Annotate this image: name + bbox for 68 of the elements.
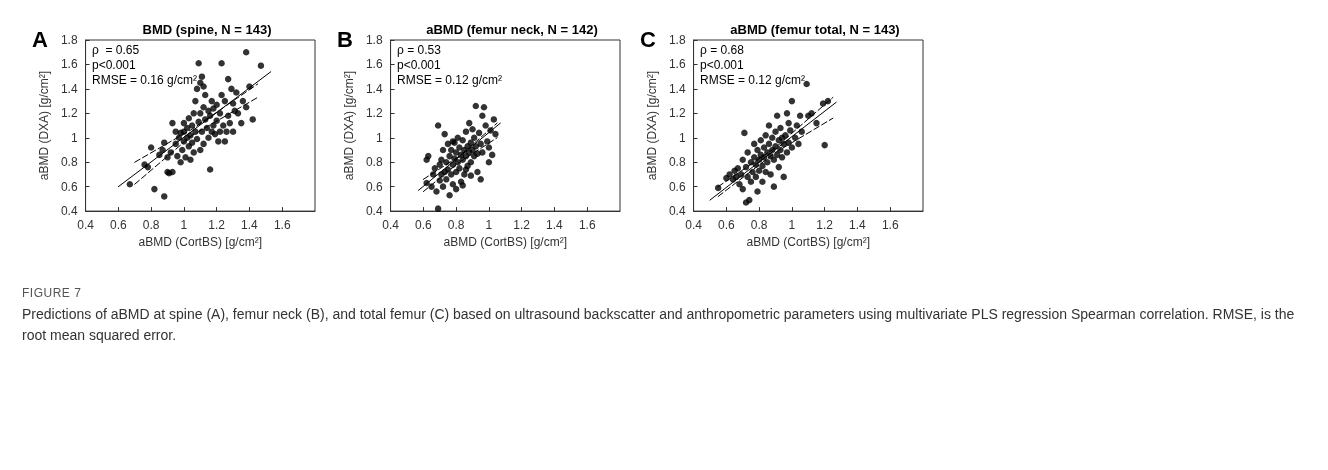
x-tick-label: 1.2 (208, 218, 226, 233)
x-tick-label: 1.6 (881, 218, 899, 233)
annotation: ρ = 0.53 (397, 43, 442, 57)
x-tick-label: 0.8 (142, 218, 160, 233)
y-tick-label: 1 (375, 130, 383, 145)
y-tick-label: 1.2 (60, 106, 78, 121)
y-tick-label: 1.6 (60, 57, 78, 72)
annotation: p<0.001 (92, 58, 137, 72)
x-tick-label: 1.6 (578, 218, 596, 233)
x-tick-label: 1.6 (273, 218, 291, 233)
y-tick-label: 0.4 (668, 204, 686, 219)
x-tick-label: 1 (485, 218, 493, 233)
y-tick-label: 1.6 (668, 57, 686, 72)
y-tick-label: 1.4 (60, 81, 78, 96)
x-tick-label: 0.4 (77, 218, 95, 233)
y-tick-label: 0.8 (60, 155, 78, 170)
x-tick-label: 0.6 (110, 218, 128, 233)
y-tick-label: 1.2 (365, 106, 383, 121)
y-tick-label: 1.8 (60, 33, 78, 47)
x-tick-label: 1.2 (816, 218, 834, 233)
y-tick-label: 0.4 (365, 204, 383, 219)
y-tick-label: 1 (70, 130, 78, 145)
x-tick-label: 0.4 (382, 218, 400, 233)
y-tick-label: 1.2 (668, 106, 686, 121)
y-tick-label: 0.4 (60, 204, 78, 219)
y-tick-label: 1.6 (365, 57, 383, 72)
y-tick-label: 1.4 (365, 81, 383, 96)
x-tick-label: 0.8 (750, 218, 768, 233)
annotation: ρ = 0.65 (92, 43, 140, 57)
y-tick-label: 0.8 (365, 155, 383, 170)
y-tick-label: 1.8 (365, 33, 383, 47)
x-tick-label: 1 (788, 218, 796, 233)
x-tick-label: 0.6 (718, 218, 736, 233)
chart-title: aBMD (femur total, N = 143) (730, 22, 900, 37)
annotation: RMSE = 0.12 g/cm² (397, 73, 503, 87)
annotation: p<0.001 (397, 58, 442, 72)
text: C (640, 26, 656, 52)
caption: FIGURE 7 (22, 285, 83, 302)
y-tick-label: 0.6 (60, 179, 78, 194)
x-tick-label: 1.4 (546, 218, 564, 233)
y-tick-label: 0.8 (668, 155, 686, 170)
y-tick-label: 1.8 (668, 33, 686, 47)
annotation: ρ = 0.68 (700, 43, 745, 57)
x-tick-label: 0.8 (447, 218, 465, 233)
x-tick-label: 1.4 (849, 218, 867, 233)
y-axis-title: aBMD (DXA) [g/cm²] (645, 70, 659, 181)
annotation: RMSE = 0.16 g/cm² (92, 73, 198, 87)
text: A (32, 26, 48, 52)
x-tick-label: 1.4 (241, 218, 259, 233)
annotation: RMSE = 0.12 g/cm² (700, 73, 806, 87)
y-tick-label: 0.6 (668, 179, 686, 194)
x-tick-label: 1 (180, 218, 188, 233)
x-tick-label: 1.2 (513, 218, 531, 233)
y-axis-title: aBMD (DXA) [g/cm²] (37, 70, 51, 181)
x-tick-label: 0.4 (685, 218, 703, 233)
chart-title: BMD (spine, N = 143) (142, 22, 272, 37)
y-tick-label: 0.6 (365, 179, 383, 194)
text: Predictions of aBMD at spine (A), femur neck (B), and total femur (C) based on ultrasound backscatter and anthropometric parameters using multivariate PLS regression Spearman correlation. RMSE, is the root mean squared error. (22, 305, 1296, 345)
annotation: p<0.001 (700, 58, 745, 72)
x-axis-title: aBMD (CortBS) [g/cm²] (138, 235, 262, 249)
x-axis-title: aBMD (CortBS) [g/cm²] (746, 235, 870, 249)
x-tick-label: 0.6 (415, 218, 433, 233)
chart-title: aBMD (femur neck, N = 142) (426, 22, 598, 37)
text: B (337, 26, 353, 52)
y-tick-label: 1 (678, 130, 686, 145)
x-axis-title: aBMD (CortBS) [g/cm²] (443, 235, 567, 249)
y-axis-title: aBMD (DXA) [g/cm²] (342, 70, 356, 181)
y-tick-label: 1.4 (668, 81, 686, 96)
